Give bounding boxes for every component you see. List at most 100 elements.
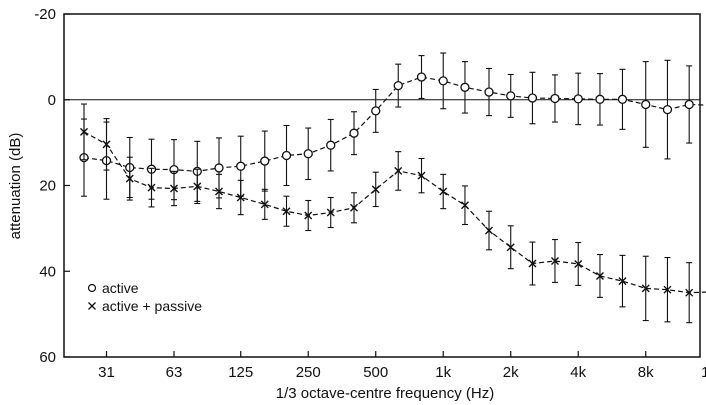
data-point-circle: [684, 99, 694, 110]
data-point-cross: [641, 284, 650, 293]
x-tick-label: 63: [166, 364, 183, 381]
data-point-circle: [641, 99, 651, 110]
data-point-circle: [595, 94, 605, 104]
y-tick-label: 60: [39, 349, 56, 366]
data-point-circle: [662, 104, 673, 115]
data-point-cross: [304, 211, 313, 220]
cross-stroke: [304, 211, 313, 220]
data-point-cross: [417, 171, 426, 180]
cross-stroke: [125, 174, 134, 183]
data-point-circle: [438, 76, 448, 86]
x-tick-label: 4k: [570, 364, 586, 381]
data-point-circle: [260, 156, 270, 166]
cross-stroke: [485, 226, 493, 235]
data-point-circle: [281, 150, 292, 161]
cross-stroke: [236, 193, 245, 202]
cross-stroke: [685, 288, 694, 297]
data-point-cross: [326, 208, 335, 217]
data-point-circle: [371, 106, 381, 116]
data-point-cross: [193, 182, 202, 191]
data-point-circle: [460, 82, 470, 92]
data-point-cross: [215, 187, 223, 196]
cross-stroke: [260, 200, 269, 209]
data-point-cross: [685, 288, 694, 297]
data-point-cross: [350, 203, 358, 212]
series-line: [83, 76, 706, 172]
cross-stroke: [147, 183, 156, 192]
data-point-cross: [170, 184, 179, 193]
data-point-cross: [663, 285, 672, 294]
data-point-cross: [595, 271, 604, 280]
cross-stroke: [215, 187, 223, 196]
cross-stroke: [371, 185, 380, 194]
data-point-circle: [573, 94, 583, 104]
cross-stroke: [102, 140, 111, 149]
data-point-cross: [550, 256, 559, 265]
series-line: [83, 131, 706, 294]
cross-stroke: [417, 171, 426, 180]
cross-stroke: [506, 243, 515, 252]
data-point-circle: [506, 91, 516, 101]
cross-stroke: [170, 184, 179, 193]
cross-stroke: [595, 271, 604, 280]
data-point-cross: [528, 259, 537, 268]
x-tick-label: 31: [98, 364, 115, 381]
data-point-circle: [326, 140, 336, 150]
data-point-cross: [236, 193, 245, 202]
cross-stroke: [282, 207, 291, 216]
data-point-cross: [147, 183, 156, 192]
data-point-circle: [617, 94, 628, 104]
cross-stroke: [80, 127, 88, 136]
legend-circle-marker: [87, 283, 97, 293]
data-point-cross: [574, 259, 583, 268]
cross-stroke: [641, 284, 650, 293]
cross-stroke: [326, 208, 335, 217]
y-tick-label: 20: [39, 178, 56, 195]
data-point-cross: [485, 226, 493, 235]
data-point-cross: [260, 200, 269, 209]
x-tick-label: 500: [363, 364, 388, 381]
data-point-circle: [527, 93, 538, 103]
data-point-circle: [303, 149, 313, 159]
data-point-cross: [618, 277, 627, 286]
data-point-cross: [460, 201, 469, 210]
x-tick-label: 16k: [701, 364, 706, 381]
cross-stroke: [574, 259, 583, 268]
series-active-passive: [80, 103, 706, 324]
x-tick-label: 8k: [638, 364, 654, 381]
data-point-cross: [371, 185, 380, 194]
legend-label-active-passive: active + passive: [102, 298, 202, 314]
data-point-cross: [282, 207, 291, 216]
data-point-cross: [102, 140, 111, 149]
data-point-circle: [349, 128, 359, 138]
y-axis-title: attenuation (dB): [7, 133, 24, 240]
cross-stroke: [528, 259, 537, 268]
data-point-cross: [506, 243, 515, 252]
data-point-circle: [393, 80, 403, 91]
cross-stroke: [550, 256, 559, 265]
data-point-cross: [394, 166, 403, 175]
x-axis-title: 1/3 octave-centre frequency (Hz): [276, 385, 494, 402]
cross-stroke: [439, 187, 448, 196]
cross-stroke: [394, 166, 403, 175]
x-tick-label: 1k: [435, 364, 451, 381]
data-point-cross: [439, 187, 448, 196]
cross-stroke: [663, 285, 672, 294]
y-tick-label: -20: [34, 6, 56, 23]
legend-label-active: active: [102, 280, 139, 296]
data-point-circle: [236, 161, 246, 171]
data-point-circle: [550, 93, 560, 104]
cross-stroke: [618, 277, 627, 286]
x-tick-label: 125: [228, 364, 253, 381]
cross-stroke: [350, 203, 358, 212]
data-point-cross: [125, 174, 134, 183]
data-point-circle: [484, 87, 494, 97]
cross-stroke: [460, 201, 469, 210]
series-layer: [79, 52, 706, 324]
legend-cross-marker: [88, 302, 96, 310]
y-tick-label: 40: [39, 263, 56, 280]
legend: active active + passive: [87, 280, 202, 314]
y-axis: -20 0 20 40 60: [34, 6, 70, 366]
data-point-circle: [416, 72, 427, 82]
